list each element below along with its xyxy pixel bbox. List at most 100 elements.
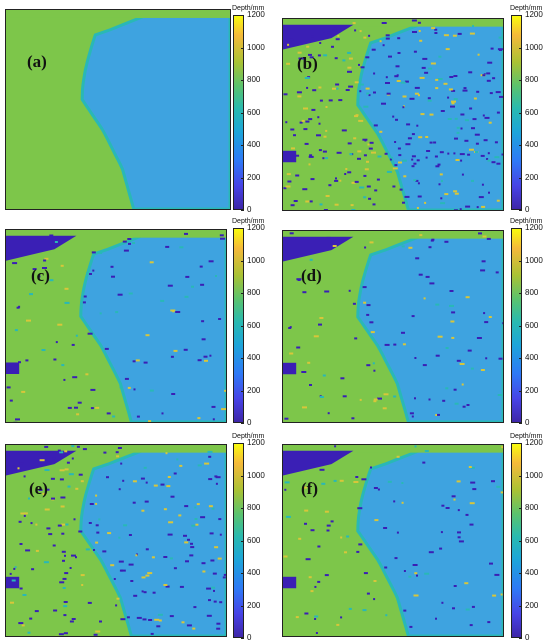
noise-pixel <box>85 548 90 551</box>
noise-pixel <box>308 155 314 158</box>
noise-pixel <box>18 622 24 625</box>
colorbar-tick-mark <box>241 475 244 477</box>
noise-pixel <box>401 245 405 248</box>
noise-pixel <box>322 32 326 35</box>
noise-pixel <box>78 473 83 476</box>
noise-pixel <box>308 576 312 579</box>
colorbar-tick-label: 1000 <box>247 470 265 480</box>
noise-pixel <box>302 57 306 60</box>
noise-pixel <box>28 497 30 500</box>
noise-pixel <box>383 393 389 396</box>
noise-pixel <box>407 137 412 140</box>
noise-pixel <box>453 98 458 101</box>
noise-pixel <box>118 536 121 539</box>
noise-pixel <box>337 34 340 37</box>
noise-pixel <box>451 89 456 92</box>
noise-pixel <box>454 402 459 405</box>
noise-pixel <box>353 137 357 140</box>
noise-pixel <box>443 34 449 37</box>
noise-pixel <box>340 616 343 619</box>
noise-pixel <box>488 121 492 124</box>
top-shallow-band <box>283 445 503 453</box>
noise-pixel <box>335 177 337 180</box>
noise-pixel <box>123 249 129 252</box>
noise-pixel <box>389 158 392 161</box>
noise-pixel <box>141 576 146 579</box>
noise-pixel <box>311 108 316 111</box>
noise-pixel <box>373 369 376 372</box>
noise-pixel <box>285 515 291 518</box>
noise-pixel <box>75 334 78 337</box>
noise-pixel <box>401 501 404 504</box>
noise-pixel <box>192 627 196 630</box>
noise-pixel <box>303 107 308 110</box>
noise-pixel <box>362 609 367 612</box>
noise-pixel <box>454 137 458 140</box>
colorbar-tick-mark <box>519 358 522 359</box>
noise-pixel <box>305 120 310 123</box>
noise-pixel <box>284 481 290 484</box>
noise-pixel <box>309 56 314 59</box>
noise-pixel <box>64 450 68 453</box>
noise-pixel <box>196 503 200 506</box>
noise-pixel <box>309 258 313 261</box>
top-shallow-band <box>283 19 503 27</box>
noise-pixel <box>346 535 350 538</box>
noise-pixel <box>366 313 370 316</box>
noise-pixel <box>132 242 136 244</box>
noise-pixel <box>487 159 491 162</box>
colorbar-tick-label: 0 <box>247 205 252 214</box>
noise-pixel <box>145 548 149 551</box>
noise-pixel <box>168 521 174 524</box>
noise-pixel <box>80 480 84 483</box>
noise-pixel <box>397 37 401 40</box>
noise-pixel <box>57 524 62 527</box>
noise-pixel <box>76 445 80 448</box>
colorbar-tick-label: 400 <box>525 140 539 149</box>
noise-pixel <box>150 632 154 635</box>
noise-pixel <box>366 92 370 95</box>
noise-pixel <box>148 619 153 621</box>
noise-pixel <box>354 29 357 32</box>
noise-pixel <box>21 390 26 393</box>
noise-pixel <box>311 463 316 466</box>
noise-pixel <box>103 451 107 454</box>
noise-pixel <box>415 257 420 260</box>
noise-pixel <box>203 355 208 358</box>
noise-pixel <box>401 159 407 162</box>
noise-pixel <box>392 115 395 118</box>
depth-map-svg <box>6 230 226 422</box>
noise-pixel <box>400 81 406 84</box>
colorbar-tick-mark <box>519 508 522 509</box>
noise-pixel <box>418 273 423 276</box>
void-region-top-left <box>283 450 354 476</box>
noise-pixel <box>449 290 454 292</box>
noise-pixel <box>163 584 168 586</box>
panel-label-a: (a) <box>27 52 47 71</box>
noise-pixel <box>440 197 443 200</box>
noise-pixel <box>307 361 311 364</box>
noise-pixel <box>309 384 312 386</box>
noise-pixel <box>179 585 184 588</box>
noise-pixel <box>23 514 26 517</box>
noise-pixel <box>127 238 132 240</box>
noise-pixel <box>179 246 184 249</box>
noise-pixel <box>314 585 317 588</box>
noise-pixel <box>161 412 164 415</box>
noise-pixel <box>165 452 168 455</box>
noise-pixel <box>370 331 375 334</box>
noise-pixel <box>366 304 371 307</box>
colorbar-tick-label: 800 <box>525 288 539 297</box>
noise-pixel <box>284 488 287 491</box>
noise-pixel <box>160 299 165 302</box>
colorbar-tick-mark <box>241 177 244 179</box>
noise-pixel <box>345 168 348 170</box>
noise-pixel <box>360 83 364 86</box>
noise-pixel <box>143 466 147 469</box>
noise-pixel <box>152 591 156 594</box>
noise-pixel <box>358 63 360 66</box>
noise-pixel <box>453 585 457 587</box>
depth-map-c <box>5 229 227 423</box>
noise-pixel <box>358 119 364 122</box>
noise-pixel <box>295 616 299 619</box>
